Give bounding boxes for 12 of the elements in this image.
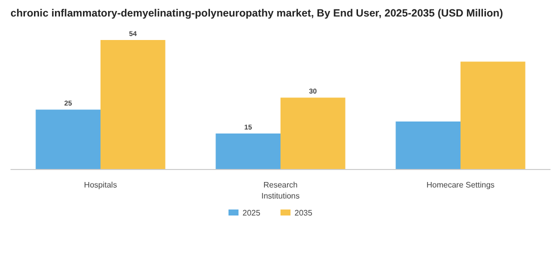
- bar: [100, 40, 166, 170]
- bar: [396, 122, 460, 170]
- bar: [460, 62, 526, 170]
- x-tick-label: Hospitals: [84, 180, 117, 190]
- bar: [36, 110, 100, 170]
- legend-label: 2035: [294, 208, 313, 218]
- bar: [216, 134, 280, 170]
- x-tick-label: Research Institutions: [261, 180, 300, 200]
- chart-title: chronic inflammatory-demyelinating-polyneuropathy market, By End User, 2025-2035 (USD Million): [10, 8, 503, 20]
- x-tick-label: Homecare Settings: [426, 180, 495, 190]
- legend-label: 2025: [242, 208, 261, 218]
- bar: [280, 98, 346, 170]
